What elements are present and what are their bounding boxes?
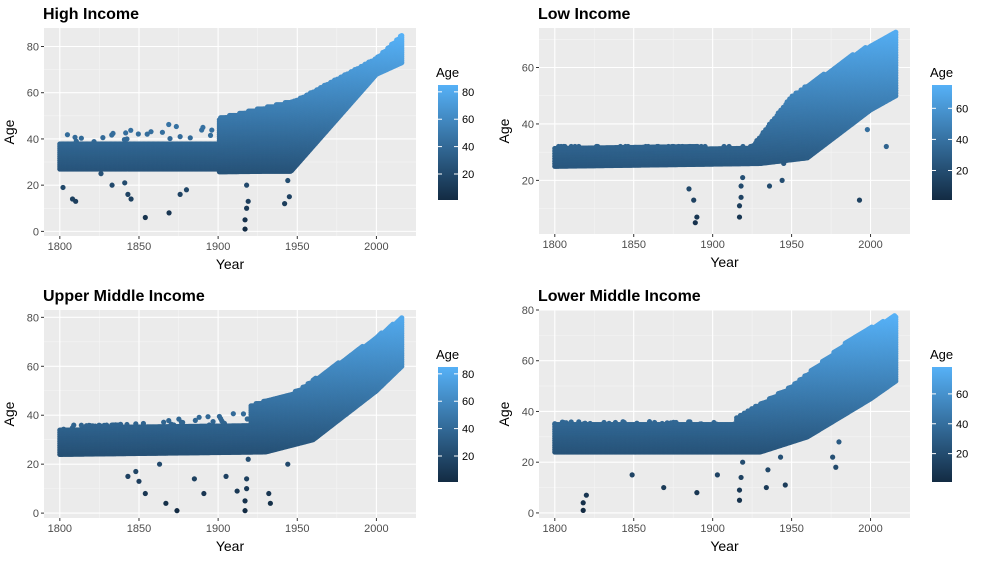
data-point [124,136,129,141]
data-point [160,130,165,135]
data-point [166,122,171,127]
data-point [136,131,141,136]
data-point [65,132,70,137]
data-point [209,127,214,132]
data-point [123,130,128,135]
data-point [208,133,213,138]
data-point [128,128,133,133]
data-point [79,136,84,141]
data-point [167,136,172,141]
data-point [178,134,183,139]
data-point [110,131,115,136]
data-point [200,125,205,130]
data-point [174,124,179,129]
data-point [100,135,105,140]
data-point [148,129,153,134]
data-point [188,135,193,140]
